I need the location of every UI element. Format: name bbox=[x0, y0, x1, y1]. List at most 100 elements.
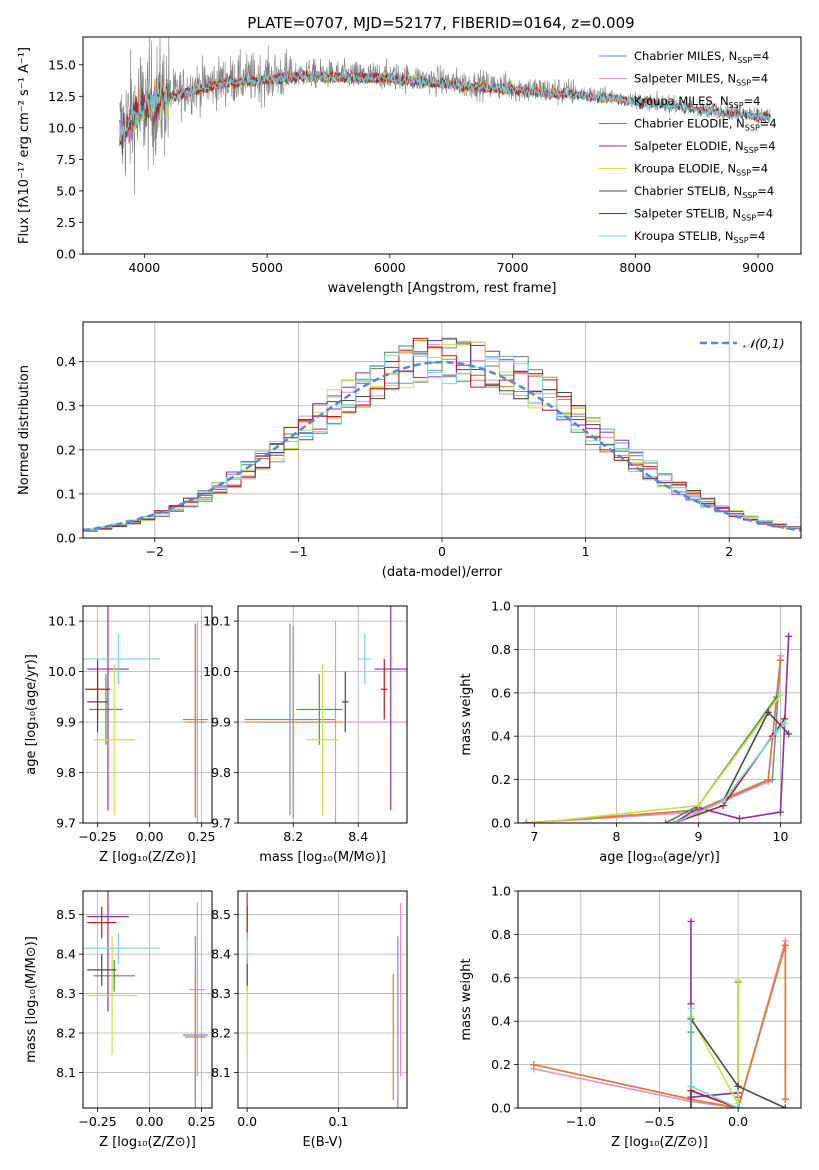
x-axis-label: Z [log₁₀(Z/Z⊙)] bbox=[99, 1135, 196, 1150]
x-tick-label: −0.25 bbox=[78, 1114, 116, 1129]
mass-weight-marker bbox=[764, 776, 772, 784]
y-axis-label: age [log₁₀(age/yr)] bbox=[24, 654, 39, 775]
y-tick-label: 8.5 bbox=[211, 907, 231, 922]
x-tick-label: 8000 bbox=[619, 260, 651, 275]
y-tick-label: 5.0 bbox=[56, 183, 76, 198]
mass-weight-marker bbox=[687, 1004, 695, 1012]
mass-weight-marker bbox=[694, 802, 702, 810]
plot-area-mass_weight_vs_Z bbox=[518, 891, 801, 1108]
mass-weight-marker bbox=[781, 719, 789, 727]
axes-frame bbox=[237, 605, 408, 824]
legend-entry: Kroupa STELIB, NSSP=4 bbox=[634, 229, 765, 245]
x-tick-label: 0.25 bbox=[188, 829, 216, 844]
legend-entry: Kroupa ELODIE, NSSP=4 bbox=[634, 162, 768, 178]
x-tick-label: 5000 bbox=[251, 260, 283, 275]
y-tick-label: 10.1 bbox=[48, 614, 76, 629]
y-tick-label: 8.3 bbox=[211, 986, 231, 1001]
axes-frame bbox=[82, 36, 802, 255]
y-tick-label: 10.0 bbox=[48, 120, 76, 135]
legend-value: =4 bbox=[759, 139, 776, 153]
x-tick-label: 6000 bbox=[374, 260, 406, 275]
legend-subscript: SSP bbox=[742, 191, 757, 200]
plot-area-residuals bbox=[83, 322, 801, 538]
mass-weight-line bbox=[673, 718, 786, 823]
y-tick-label: 0.2 bbox=[56, 442, 76, 457]
y-tick-label: 15.0 bbox=[48, 57, 76, 72]
axes-frame bbox=[82, 890, 213, 1109]
figure-title: PLATE=0707, MJD=52177, FIBERID=0164, z=0… bbox=[247, 14, 634, 32]
legend-subscript: SSP bbox=[745, 124, 760, 133]
plot-area-spectrum bbox=[119, 37, 771, 195]
mass-weight-marker bbox=[785, 632, 793, 640]
x-axis-label: age [log₁₀(age/yr)] bbox=[599, 850, 720, 865]
legend-value: =4 bbox=[751, 72, 768, 86]
x-tick-label: 8.4 bbox=[348, 829, 368, 844]
x-axis-label: E(B-V) bbox=[302, 1135, 342, 1150]
legend-entry: Salpeter MILES, NSSP=4 bbox=[634, 72, 768, 88]
y-tick-label: 0.3 bbox=[56, 398, 76, 413]
histogram-step-line bbox=[83, 338, 801, 531]
legend-entry: Chabrier STELIB, NSSP=4 bbox=[634, 184, 774, 200]
mass-weight-marker bbox=[764, 708, 772, 716]
legend-subscript: SSP bbox=[736, 169, 751, 178]
legend-entry: Chabrier ELODIE, NSSP=4 bbox=[634, 117, 777, 133]
y-tick-label: 1.0 bbox=[491, 599, 511, 614]
mass-weight-marker bbox=[687, 1104, 695, 1108]
x-tick-label: 10 bbox=[773, 829, 789, 844]
x-tick-label: 0.1 bbox=[329, 1114, 349, 1129]
x-tick-label: 0.00 bbox=[136, 1114, 164, 1129]
y-tick-label: 12.5 bbox=[48, 89, 76, 104]
x-tick-label: 7000 bbox=[497, 260, 529, 275]
plot-area-mass_weight_vs_age bbox=[518, 606, 801, 823]
y-tick-label: 8.5 bbox=[56, 907, 76, 922]
y-tick-label: 7.5 bbox=[56, 152, 76, 167]
panels: 4000 5000 6000 7000 8000 90000.02.55.07.510.0… bbox=[17, 36, 802, 1150]
y-tick-label: 9.9 bbox=[211, 715, 231, 730]
legend-subscript: SSP bbox=[736, 79, 751, 88]
mass-weight-marker bbox=[781, 1104, 789, 1108]
legend-value: =4 bbox=[757, 184, 774, 198]
y-tick-label: 0.1 bbox=[56, 486, 76, 501]
panel-residuals: −2 −1 0 1 2 0.0 0.1 0.2 0.3 0.4 (data-model)/error… bbox=[17, 321, 802, 580]
y-tick-label: 0.2 bbox=[491, 1057, 511, 1072]
y-tick-label: 8.3 bbox=[56, 986, 76, 1001]
x-axis-label: mass [log₁₀(M/M⊙)] bbox=[259, 850, 386, 865]
y-tick-label: 9.9 bbox=[56, 715, 76, 730]
legend-subscript: SSP bbox=[729, 101, 744, 110]
panel-mass_weight_vs_age: 7 8 9 10 0.0 0.2 0.4 0.6 0.8 1.0 age [log₁₀(age/yr… bbox=[459, 599, 802, 865]
y-tick-label: 8.1 bbox=[211, 1065, 231, 1080]
legend-entry: 𝒩(0,1) bbox=[743, 336, 785, 351]
spectrum-model-line bbox=[119, 70, 771, 147]
mass-weight-marker bbox=[522, 819, 530, 823]
mass-weight-marker bbox=[719, 797, 727, 805]
legend-value: =4 bbox=[756, 207, 773, 221]
y-tick-label: 0.0 bbox=[491, 816, 511, 831]
y-tick-label: 0.4 bbox=[56, 354, 76, 369]
x-tick-label: 8.2 bbox=[283, 829, 303, 844]
legend-entry: Salpeter ELODIE, NSSP=4 bbox=[634, 139, 776, 155]
y-tick-label: 10.1 bbox=[203, 614, 231, 629]
y-axis-label: mass [log₁₀(M/M⊙)] bbox=[24, 936, 39, 1063]
y-axis-label: Normed distribution bbox=[17, 365, 32, 495]
axes-frame bbox=[237, 890, 408, 1109]
x-tick-label: 4000 bbox=[128, 260, 160, 275]
mass-weight-marker bbox=[772, 728, 780, 736]
y-tick-label: 10.0 bbox=[48, 664, 76, 679]
y-tick-label: 10.0 bbox=[203, 664, 231, 679]
y-axis-label: Flux [fλ10⁻¹⁷ erg cm⁻² s⁻¹ A⁻¹] bbox=[17, 47, 32, 244]
mass-weight-marker bbox=[734, 1082, 742, 1090]
y-tick-label: 0.8 bbox=[491, 927, 511, 942]
y-tick-label: 8.2 bbox=[211, 1026, 231, 1041]
y-tick-label: 1.0 bbox=[491, 884, 511, 899]
mass-weight-marker bbox=[781, 941, 789, 949]
plot-area-age_vs_Z bbox=[83, 606, 212, 823]
x-axis-label: wavelength [Angstrom, rest frame] bbox=[328, 281, 557, 296]
mass-weight-marker bbox=[687, 1082, 695, 1090]
panel-age_vs_Z: −0.25 0.00 0.25 9.7 9.8 9.9 10.0 10.1 Z [log₁₀(Z… bbox=[24, 605, 216, 865]
y-tick-label: 0.6 bbox=[491, 685, 511, 700]
mass-weight-marker bbox=[776, 691, 784, 699]
mass-weight-marker bbox=[734, 1104, 742, 1108]
legend-value: =4 bbox=[751, 162, 768, 176]
mass-weight-marker bbox=[776, 808, 784, 816]
